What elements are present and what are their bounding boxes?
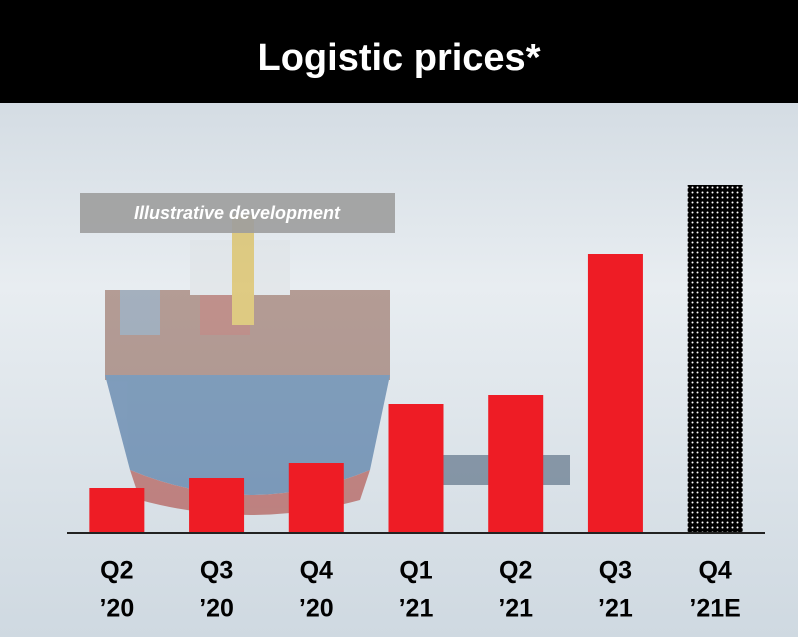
x-tick-label: ’20	[199, 595, 234, 623]
bar	[89, 488, 145, 533]
x-tick-label: Q1	[399, 557, 432, 585]
x-tick-label: Q4	[698, 557, 731, 585]
x-tick-label: ’21E	[689, 595, 740, 623]
x-tick-label: Q3	[599, 557, 632, 585]
chart-title: Logistic prices*	[258, 37, 541, 79]
bar	[488, 395, 544, 533]
bar	[587, 254, 643, 533]
x-tick-label: Q2	[100, 557, 133, 585]
title-bar	[0, 0, 798, 103]
x-tick-label: ’21	[399, 595, 434, 623]
annotation: Illustrative development	[134, 203, 341, 223]
bar	[687, 185, 743, 533]
bar	[189, 478, 245, 533]
annotation-box	[80, 193, 395, 233]
x-tick-label: Q4	[300, 557, 333, 585]
x-tick-label: ’20	[99, 595, 134, 623]
x-tick-label: ’20	[299, 595, 334, 623]
x-tick-label: Q2	[499, 557, 532, 585]
x-tick-label: ’21	[498, 595, 533, 623]
x-tick-label: ’21	[598, 595, 633, 623]
x-tick-label: Q3	[200, 557, 233, 585]
bar	[388, 404, 444, 533]
bar	[288, 463, 344, 533]
